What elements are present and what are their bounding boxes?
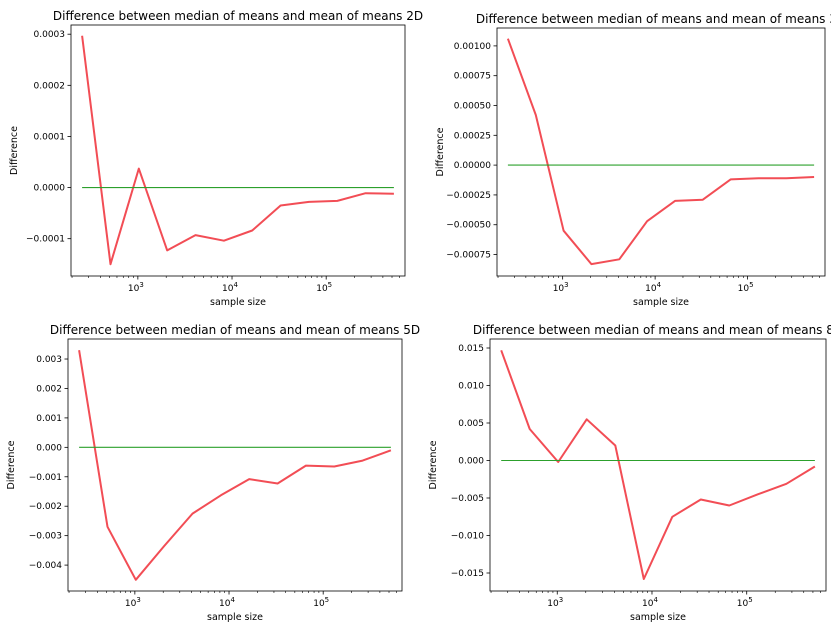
- y-tick-label: −0.004: [29, 561, 63, 571]
- plot-frame: [489, 338, 827, 592]
- y-tick-label: −0.015: [451, 569, 484, 579]
- x-tick-base: 10: [547, 599, 559, 609]
- chart-title: Difference between median of means and m…: [476, 12, 831, 26]
- x-tick-exponent: 4: [231, 596, 236, 604]
- y-tick-label: 0.00050: [454, 102, 491, 112]
- x-axis-label: sample size: [630, 612, 686, 623]
- x-axis-label: sample size: [207, 612, 263, 623]
- y-tick-label: 0.00025: [454, 131, 491, 141]
- difference-line: [506, 38, 815, 266]
- plot-frame: [70, 24, 406, 277]
- chart-panel-4: Difference between median of means and m…: [428, 323, 831, 623]
- y-tick-label: −0.0001: [26, 235, 65, 245]
- y-tick-label: 0.005: [458, 419, 484, 429]
- x-tick-label: 103: [553, 281, 569, 294]
- y-tick-label: 0.010: [458, 382, 484, 392]
- chart-title: Difference between median of means and m…: [473, 323, 831, 337]
- x-tick-exponent: 5: [325, 596, 329, 604]
- y-tick-label: 0.00000: [454, 161, 491, 171]
- x-tick-exponent: 5: [328, 281, 332, 289]
- y-tick-label: −0.002: [29, 502, 62, 512]
- x-tick-base: 10: [316, 284, 328, 294]
- x-tick-base: 10: [553, 284, 565, 294]
- y-tick-label: 0.0003: [34, 30, 66, 40]
- y-tick-label: 0.0002: [34, 81, 66, 91]
- x-tick-exponent: 3: [136, 596, 140, 604]
- y-tick-label: 0.000: [36, 443, 62, 453]
- y-axis-label: Difference: [6, 440, 17, 489]
- x-tick-base: 10: [737, 599, 749, 609]
- y-tick-label: 0.00100: [454, 42, 491, 52]
- x-tick-base: 10: [222, 284, 234, 294]
- chart-panel-3: Difference between median of means and m…: [6, 323, 420, 623]
- y-tick-label: 0.00075: [454, 72, 491, 82]
- x-tick-base: 10: [125, 599, 137, 609]
- x-tick-exponent: 3: [564, 281, 568, 289]
- y-tick-label: −0.00025: [446, 191, 491, 201]
- difference-line: [78, 350, 392, 581]
- y-tick-label: −0.003: [29, 532, 62, 542]
- y-tick-label: 0.000: [458, 457, 484, 467]
- x-tick-label: 103: [547, 596, 563, 609]
- y-tick-label: 0.015: [458, 344, 484, 354]
- x-tick-base: 10: [738, 284, 750, 294]
- chart-title: Difference between median of means and m…: [50, 323, 420, 337]
- x-tick-label: 105: [738, 281, 754, 294]
- y-tick-label: −0.010: [451, 532, 485, 542]
- y-tick-label: −0.00075: [446, 251, 491, 261]
- x-tick-base: 10: [219, 599, 231, 609]
- x-axis-label: sample size: [633, 297, 689, 308]
- x-tick-base: 10: [313, 599, 325, 609]
- x-tick-exponent: 5: [748, 596, 752, 604]
- y-tick-label: 0.003: [36, 355, 62, 365]
- y-axis-label: Difference: [9, 126, 20, 175]
- y-tick-label: 0.002: [36, 384, 62, 394]
- x-tick-label: 104: [645, 281, 661, 294]
- x-tick-exponent: 4: [653, 596, 658, 604]
- x-tick-label: 104: [222, 281, 238, 294]
- difference-line: [81, 35, 394, 266]
- x-tick-label: 104: [642, 596, 658, 609]
- y-tick-label: 0.001: [36, 414, 62, 424]
- y-tick-label: −0.00050: [446, 221, 491, 231]
- x-tick-exponent: 3: [559, 596, 563, 604]
- x-tick-base: 10: [645, 284, 657, 294]
- y-tick-label: −0.005: [451, 494, 484, 504]
- y-tick-label: 0.0000: [34, 184, 66, 194]
- y-tick-label: −0.001: [29, 473, 62, 483]
- x-tick-label: 104: [219, 596, 235, 609]
- plot-frame: [496, 27, 826, 277]
- x-tick-label: 103: [125, 596, 141, 609]
- chart-title: Difference between median of means and m…: [53, 9, 423, 23]
- x-tick-label: 105: [737, 596, 753, 609]
- x-tick-label: 105: [316, 281, 332, 294]
- x-tick-label: 103: [128, 281, 144, 294]
- x-tick-base: 10: [128, 284, 140, 294]
- x-tick-exponent: 4: [234, 281, 239, 289]
- x-axis-label: sample size: [210, 297, 266, 308]
- y-tick-label: 0.0001: [34, 132, 66, 142]
- plot-frame: [67, 338, 403, 592]
- difference-line: [500, 349, 816, 580]
- y-axis-label: Difference: [435, 127, 446, 176]
- chart-panel-1: Difference between median of means and m…: [9, 9, 423, 308]
- chart-panel-2: Difference between median of means and m…: [435, 12, 831, 308]
- y-axis-label: Difference: [428, 440, 439, 489]
- x-tick-label: 105: [313, 596, 329, 609]
- x-tick-exponent: 4: [657, 281, 662, 289]
- x-tick-base: 10: [642, 599, 654, 609]
- x-tick-exponent: 3: [139, 281, 143, 289]
- x-tick-exponent: 5: [749, 281, 753, 289]
